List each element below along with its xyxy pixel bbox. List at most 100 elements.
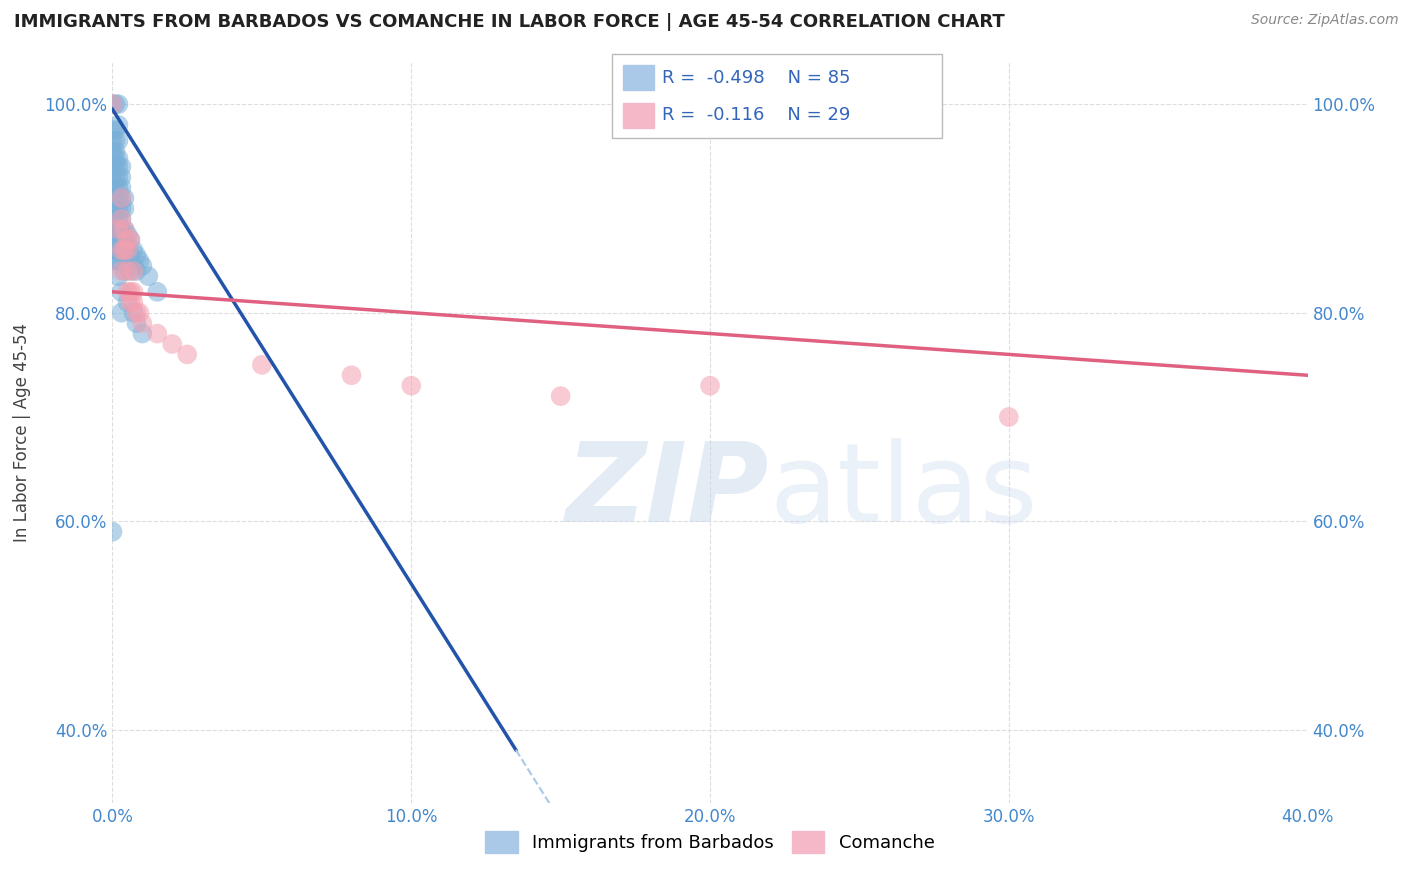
Point <box>117 285 139 299</box>
Point <box>120 233 142 247</box>
Point <box>699 378 721 392</box>
Point <box>107 134 129 148</box>
Point <box>101 160 124 174</box>
Point <box>401 378 423 392</box>
Point <box>110 233 132 247</box>
Point <box>110 211 132 226</box>
Point <box>117 264 139 278</box>
Point <box>120 264 142 278</box>
Point <box>122 295 145 310</box>
Point <box>114 243 135 257</box>
Point <box>101 202 124 216</box>
Point <box>117 243 139 257</box>
Y-axis label: In Labor Force | Age 45-54: In Labor Force | Age 45-54 <box>13 323 31 542</box>
Point <box>117 259 139 273</box>
Point <box>104 211 127 226</box>
Point <box>107 243 129 257</box>
Point <box>101 222 124 236</box>
Point <box>146 326 169 341</box>
Point <box>101 144 124 158</box>
Point <box>104 97 127 112</box>
Point <box>110 211 132 226</box>
Point <box>125 248 148 262</box>
Point <box>340 368 363 383</box>
Point <box>107 97 129 112</box>
Point <box>107 180 129 194</box>
Point <box>120 233 142 247</box>
Point <box>110 202 132 216</box>
Point <box>101 524 124 539</box>
Point <box>110 170 132 185</box>
Point <box>117 243 139 257</box>
Point <box>122 306 145 320</box>
Point <box>107 152 129 166</box>
Point <box>125 264 148 278</box>
Text: R =  -0.116    N = 29: R = -0.116 N = 29 <box>662 106 851 124</box>
Point <box>114 233 135 247</box>
Point <box>104 243 127 257</box>
Point <box>104 160 127 174</box>
Point <box>125 306 148 320</box>
Point <box>104 253 127 268</box>
Point <box>110 306 132 320</box>
Point <box>110 264 132 278</box>
Point <box>117 227 139 242</box>
Point <box>146 285 169 299</box>
Point <box>107 222 129 236</box>
Point <box>122 243 145 257</box>
Text: Source: ZipAtlas.com: Source: ZipAtlas.com <box>1251 13 1399 28</box>
Point <box>128 253 150 268</box>
Point <box>107 160 129 174</box>
Point <box>114 202 135 216</box>
Point <box>107 118 129 132</box>
Point <box>104 233 127 247</box>
Point <box>176 347 198 361</box>
Point <box>107 191 129 205</box>
Point <box>122 285 145 299</box>
Point <box>101 233 124 247</box>
Point <box>107 233 129 247</box>
Point <box>114 222 135 236</box>
Point <box>110 160 132 174</box>
Text: R =  -0.498    N = 85: R = -0.498 N = 85 <box>662 69 851 87</box>
Point <box>101 253 124 268</box>
Legend: Immigrants from Barbados, Comanche: Immigrants from Barbados, Comanche <box>478 824 942 861</box>
Point <box>117 233 139 247</box>
Point <box>104 144 127 158</box>
Point <box>104 152 127 166</box>
Point <box>110 243 132 257</box>
Point <box>107 202 129 216</box>
Point <box>125 316 148 330</box>
Point <box>107 211 129 226</box>
Text: ZIP: ZIP <box>567 438 770 545</box>
Point <box>110 191 132 205</box>
Point <box>107 253 129 268</box>
Point <box>110 285 132 299</box>
Point <box>104 191 127 205</box>
Point <box>138 269 160 284</box>
Text: atlas: atlas <box>770 438 1038 545</box>
Point <box>101 211 124 226</box>
Point <box>104 222 127 236</box>
Point <box>110 180 132 194</box>
Point <box>101 152 124 166</box>
Point <box>120 248 142 262</box>
Point <box>128 306 150 320</box>
Point <box>101 191 124 205</box>
Point <box>162 337 183 351</box>
Point <box>104 170 127 185</box>
Point <box>250 358 273 372</box>
Point <box>104 123 127 137</box>
Point <box>120 295 142 310</box>
Point <box>131 259 153 273</box>
Text: IMMIGRANTS FROM BARBADOS VS COMANCHE IN LABOR FORCE | AGE 45-54 CORRELATION CHAR: IMMIGRANTS FROM BARBADOS VS COMANCHE IN … <box>14 13 1005 31</box>
Point <box>107 269 129 284</box>
Point <box>460 858 482 872</box>
Point <box>131 316 153 330</box>
Point <box>117 295 139 310</box>
Point <box>114 222 135 236</box>
Point <box>101 134 124 148</box>
Point <box>104 180 127 194</box>
Point <box>101 97 124 112</box>
Point <box>120 285 142 299</box>
